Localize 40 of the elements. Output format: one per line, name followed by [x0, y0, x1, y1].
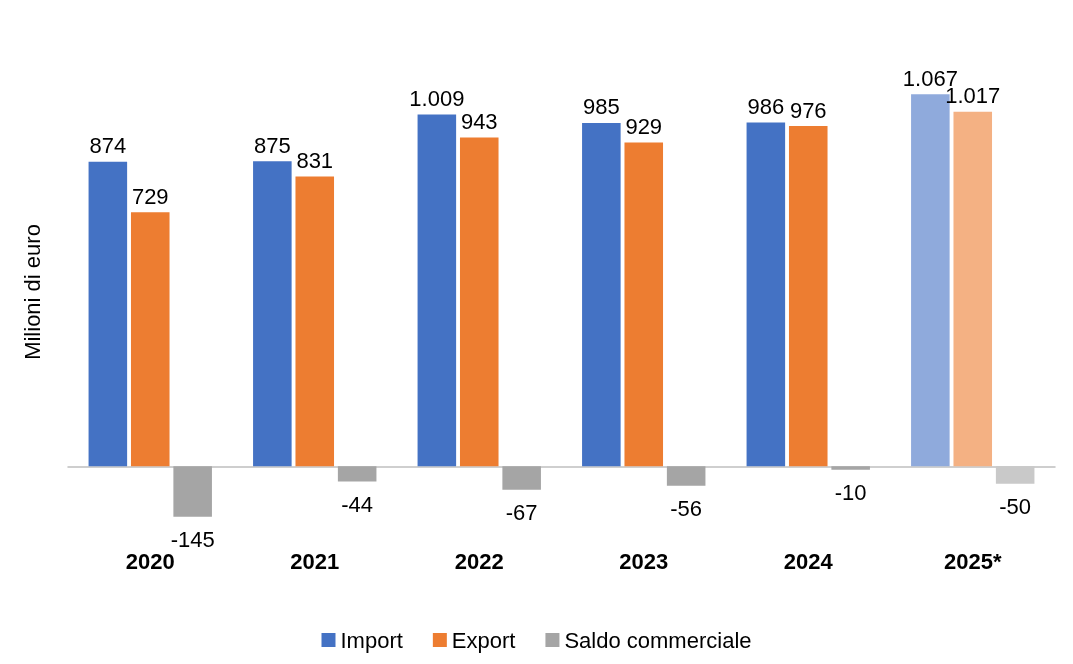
bar [337, 466, 377, 482]
data-label: 729 [131, 183, 169, 209]
x-tick-label: 2025* [943, 548, 1002, 574]
data-label: 875 [253, 132, 291, 158]
data-label: 831 [296, 148, 334, 174]
x-tick-label: 2021 [290, 548, 340, 574]
data-label: 874 [89, 133, 127, 159]
bar [831, 466, 870, 470]
data-label: 929 [625, 113, 663, 139]
data-label: -56 [670, 496, 703, 522]
data-label: 976 [789, 97, 827, 123]
bar [502, 466, 541, 490]
bar [295, 176, 335, 467]
x-tick-label: 2024 [783, 548, 834, 574]
bar [953, 111, 993, 467]
bar [130, 212, 170, 467]
bar [417, 114, 457, 467]
bar [788, 126, 828, 467]
bar [746, 122, 786, 467]
data-label: -44 [341, 492, 374, 518]
data-label: -50 [999, 494, 1032, 520]
x-tick-label: 2023 [619, 548, 669, 574]
data-label: 986 [747, 94, 785, 120]
data-label: -67 [505, 500, 538, 526]
bar [88, 161, 128, 467]
bar [624, 142, 664, 467]
y-axis-title: Milioni di euro [19, 224, 45, 360]
legend-label: Saldo commerciale [564, 627, 752, 653]
data-label: -10 [834, 480, 867, 506]
x-tick-label: 2022 [454, 548, 504, 574]
data-label: 1.009 [409, 86, 465, 112]
bar [459, 137, 499, 467]
data-label: 943 [460, 109, 498, 135]
bar [253, 161, 292, 467]
bar [173, 466, 212, 517]
data-label: 985 [582, 94, 620, 120]
bar [582, 122, 621, 467]
legend-label: Export [451, 627, 516, 653]
bar [666, 466, 706, 486]
legend-label: Import [340, 627, 403, 653]
